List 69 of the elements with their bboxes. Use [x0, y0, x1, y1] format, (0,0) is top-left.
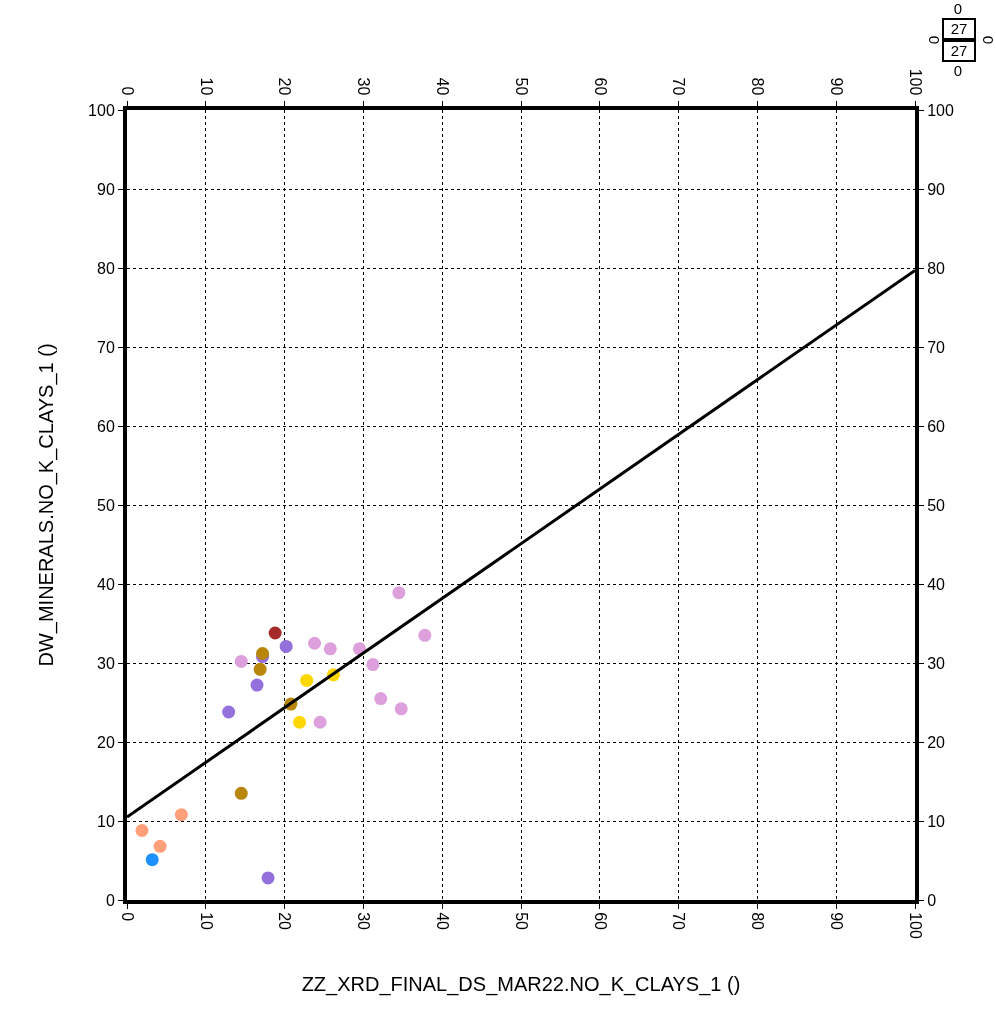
point — [300, 673, 314, 687]
x-tick-label: 100 — [906, 912, 924, 939]
y2-tick-label: 50 — [927, 496, 946, 514]
x-tick-label: 50 — [512, 912, 530, 931]
y2-tick-label: 20 — [927, 733, 946, 751]
y2-tick-label: 90 — [927, 180, 946, 198]
y-tick-label: 70 — [97, 338, 115, 356]
x-tick-label: 10 — [197, 912, 215, 931]
point — [261, 871, 275, 885]
point — [222, 705, 236, 719]
x2-tick-label: 50 — [512, 77, 530, 96]
y-tick-label: 60 — [97, 417, 115, 435]
point — [174, 808, 188, 822]
y2-tick-label: 70 — [927, 338, 946, 356]
point — [145, 853, 159, 867]
x2-tick-label: 80 — [749, 77, 767, 96]
x2-tick-label: 0 — [118, 86, 136, 96]
point — [374, 692, 388, 706]
y-tick-label: 90 — [97, 180, 115, 198]
x2-tick-label: 20 — [276, 77, 294, 96]
y-tick-label: 20 — [97, 733, 115, 751]
y-tick-label: 50 — [97, 496, 115, 514]
x2-tick-label: 30 — [355, 77, 373, 96]
x-tick-label: 40 — [434, 912, 451, 931]
y2-tick-label: 100 — [927, 101, 954, 119]
y2-tick-label: 40 — [927, 575, 946, 593]
y-tick-label: 10 — [97, 812, 115, 830]
point — [279, 639, 293, 653]
y-tick-label: 100 — [88, 101, 115, 119]
point — [394, 702, 408, 716]
point — [253, 662, 267, 676]
x-tick-label: 90 — [828, 912, 845, 931]
y-tick-label: 30 — [97, 654, 115, 672]
point — [268, 626, 282, 640]
y-tick-label: 80 — [97, 259, 115, 277]
x2-tick-label: 100 — [906, 68, 924, 96]
count-box: 0 27 27 0 0 0 — [925, 0, 991, 80]
point — [250, 678, 264, 692]
y-axis-title: DW_MINERALS.NO_K_CLAYS_1 () — [35, 343, 59, 667]
point — [418, 628, 432, 642]
point — [323, 642, 337, 656]
point — [153, 839, 167, 853]
point — [366, 658, 380, 672]
point — [308, 636, 322, 650]
y2-tick-label: 60 — [927, 417, 946, 435]
x2-tick-label: 90 — [828, 77, 845, 96]
y-tick-label: 40 — [97, 575, 115, 593]
x-tick-label: 60 — [591, 912, 609, 931]
y-tick-label: 0 — [105, 891, 115, 909]
x2-tick-label: 70 — [670, 77, 688, 96]
point — [313, 715, 327, 729]
x2-tick-label: 10 — [197, 77, 215, 96]
y2-tick-label: 10 — [927, 812, 946, 830]
point — [392, 586, 406, 600]
x-tick-label: 0 — [118, 912, 136, 922]
x-axis-title: ZZ_XRD_FINAL_DS_MAR22.NO_K_CLAYS_1 () — [301, 973, 741, 996]
point — [234, 654, 248, 668]
x-tick-label: 30 — [355, 912, 373, 931]
y2-tick-label: 30 — [927, 654, 946, 672]
x2-tick-label: 40 — [434, 77, 451, 96]
x2-tick-label: 60 — [591, 77, 609, 96]
x-tick-label: 70 — [670, 912, 688, 931]
y2-tick-label: 0 — [927, 891, 937, 909]
x-tick-label: 20 — [276, 912, 294, 931]
point — [135, 823, 149, 837]
point — [234, 786, 248, 800]
point — [293, 715, 307, 729]
y2-tick-label: 80 — [927, 259, 946, 277]
x-tick-label: 80 — [749, 912, 767, 931]
